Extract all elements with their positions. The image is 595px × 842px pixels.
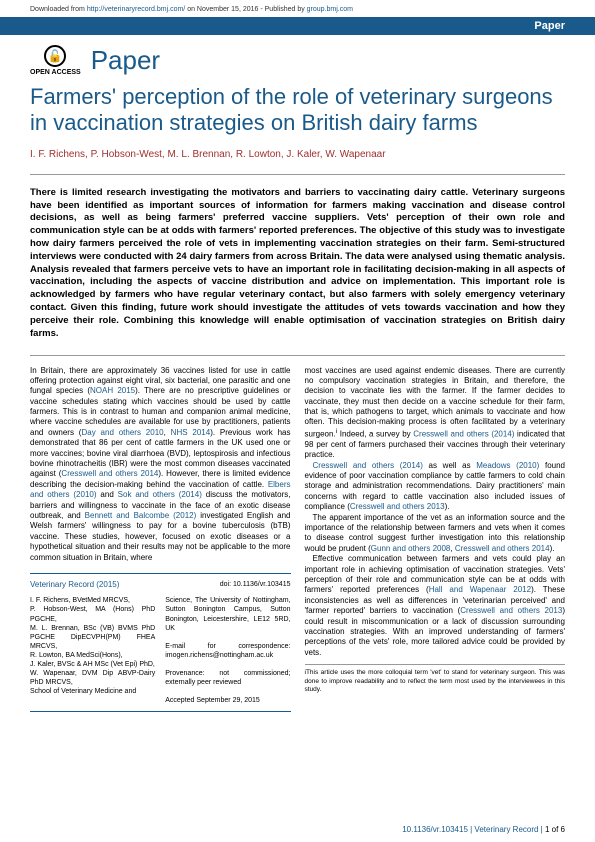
affiliation-left: I. F. Richens, BVetMed MRCVS, P. Hobson-… xyxy=(30,596,155,705)
abstract: There is limited research investigating … xyxy=(0,175,595,355)
right-column: most vaccines are used against endemic d… xyxy=(305,366,566,713)
author-list: I. F. Richens, P. Hobson-West, M. L. Bre… xyxy=(0,149,595,174)
source-link[interactable]: http://veterinaryrecord.bmj.com/ xyxy=(87,6,185,13)
citation-link[interactable]: Cresswell and others 2013 xyxy=(350,502,445,511)
citation-link[interactable]: NOAH 2015 xyxy=(90,386,135,395)
article-title: Farmers' perception of the role of veter… xyxy=(0,80,595,149)
citation-link[interactable]: Gunn and others 2008 xyxy=(371,544,451,553)
download-attribution: Downloaded from http://veterinaryrecord.… xyxy=(0,0,595,17)
left-column: In Britain, there are approximately 36 v… xyxy=(30,366,291,713)
body-paragraph: Cresswell and others (2014) as well as M… xyxy=(305,461,566,513)
affiliation-right: Science, The University of Nottingham, S… xyxy=(165,596,290,705)
journal-name: Veterinary Record (2015) xyxy=(30,580,119,589)
header-row: 🔓 OPEN ACCESS Paper xyxy=(0,35,595,80)
citation-link[interactable]: Cresswell and others 2013 xyxy=(460,606,562,615)
open-access-icon: 🔓 xyxy=(44,45,66,67)
citation-link[interactable]: Meadows (2010) xyxy=(476,461,539,470)
citation-link[interactable]: NHS 2014 xyxy=(171,428,211,437)
body-paragraph: In Britain, there are approximately 36 v… xyxy=(30,366,291,563)
citation-link[interactable]: Bennett and Balcombe (2012) xyxy=(85,511,197,520)
open-access-badge: 🔓 OPEN ACCESS xyxy=(30,45,81,76)
citation-link[interactable]: Sok and others (2014) xyxy=(118,490,202,499)
citation-link[interactable]: Cresswell and others (2014) xyxy=(313,461,423,470)
doi: doi: 10.1136/vr.103415 xyxy=(220,580,291,589)
body-paragraph: most vaccines are used against endemic d… xyxy=(305,366,566,461)
section-ribbon: Paper xyxy=(0,17,595,35)
citation-link[interactable]: Day and others 2010 xyxy=(81,428,163,437)
body-columns: In Britain, there are approximately 36 v… xyxy=(0,356,595,713)
body-paragraph: Effective communication between farmers … xyxy=(305,554,566,658)
article-info-box: Veterinary Record (2015) doi: 10.1136/vr… xyxy=(30,573,291,713)
page-footer: 10.1136/vr.103415 | Veterinary Record | … xyxy=(402,825,565,834)
footnote: iThis article uses the more colloquial t… xyxy=(305,664,566,694)
section-label: Paper xyxy=(91,45,160,76)
citation-link[interactable]: Hall and Wapenaar 2012 xyxy=(429,585,531,594)
citation-link[interactable]: Cresswell and others 2014 xyxy=(61,469,158,478)
body-paragraph: The apparent importance of the vet as an… xyxy=(305,513,566,555)
citation-link[interactable]: Cresswell and others 2014 xyxy=(455,544,550,553)
publisher-link[interactable]: group.bmj.com xyxy=(307,6,353,13)
citation-link[interactable]: Cresswell and others (2014) xyxy=(413,430,514,439)
